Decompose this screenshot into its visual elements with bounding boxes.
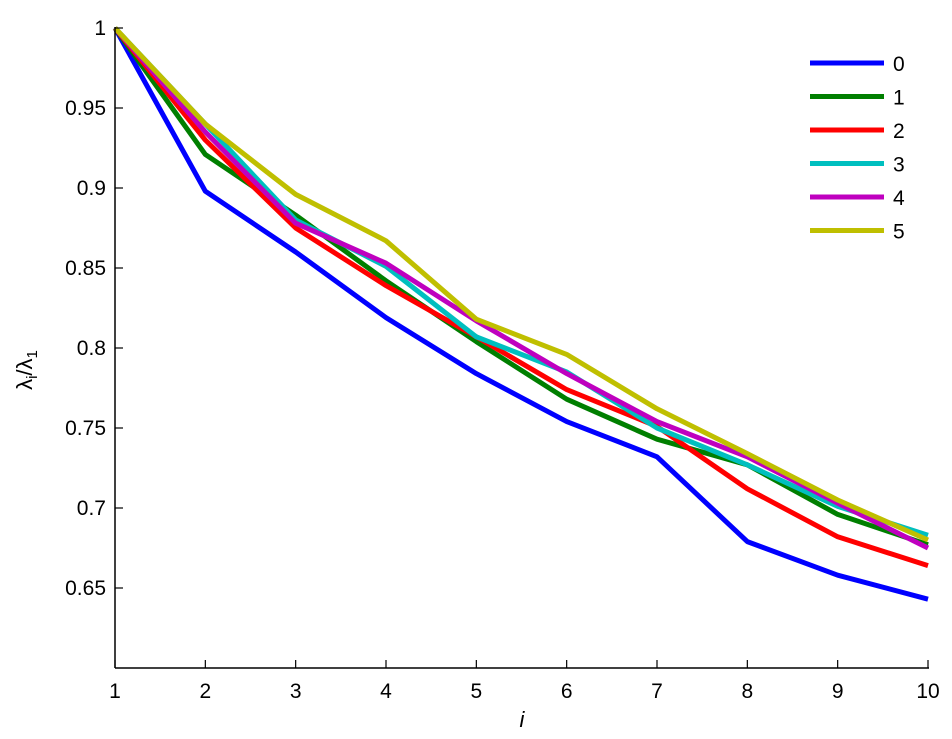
x-tick-label: 7 <box>651 680 663 703</box>
series-line-2 <box>113 26 929 568</box>
series-line-4 <box>113 26 930 551</box>
y-tick-label: 1 <box>94 17 106 40</box>
legend-label: 5 <box>893 221 905 244</box>
series-line-0 <box>112 26 929 602</box>
y-tick-label: 0.9 <box>77 177 106 200</box>
y-tick-label: 0.85 <box>65 257 106 280</box>
legend-item-1: 1 <box>810 87 905 110</box>
legend-item-3: 3 <box>810 154 905 177</box>
series-line-1 <box>112 26 929 548</box>
x-tick-label: 5 <box>470 680 482 703</box>
x-axis-label: i <box>520 707 526 732</box>
series-line-3 <box>113 26 929 538</box>
legend: 0 1 2 3 4 5 <box>810 53 905 244</box>
series-line-5 <box>113 26 930 543</box>
x-tick-label: 2 <box>199 680 211 703</box>
legend-item-2: 2 <box>810 120 905 143</box>
y-tick-label: 0.75 <box>65 417 106 440</box>
legend-label: 4 <box>893 187 905 210</box>
axes: 1 2 3 4 5 6 7 8 9 100.650.70.750.80.850.90.951 <box>65 17 940 703</box>
x-tick-label: 10 <box>916 680 939 703</box>
x-tick-label: 8 <box>741 680 753 703</box>
legend-item-5: 5 <box>810 221 905 244</box>
y-tick-label: 0.95 <box>65 97 106 120</box>
series-lines <box>112 26 930 602</box>
x-tick-label: 4 <box>380 680 392 703</box>
legend-label: 2 <box>893 120 905 143</box>
y-tick-label: 0.65 <box>65 577 106 600</box>
y-axis-label: λi/λ1 <box>12 350 41 390</box>
legend-label: 3 <box>893 154 905 177</box>
x-tick-label: 1 <box>109 680 121 703</box>
legend-label: 1 <box>893 87 905 110</box>
x-tick-label: 6 <box>561 680 573 703</box>
x-tick-label: 9 <box>832 680 844 703</box>
legend-item-0: 0 <box>810 53 905 76</box>
legend-item-4: 4 <box>810 187 905 210</box>
y-tick-label: 0.8 <box>77 337 106 360</box>
x-tick-label: 3 <box>290 680 302 703</box>
legend-label: 0 <box>893 53 905 76</box>
svg-text:λi/λ1: λi/λ1 <box>12 350 41 390</box>
y-tick-label: 0.7 <box>77 497 106 520</box>
